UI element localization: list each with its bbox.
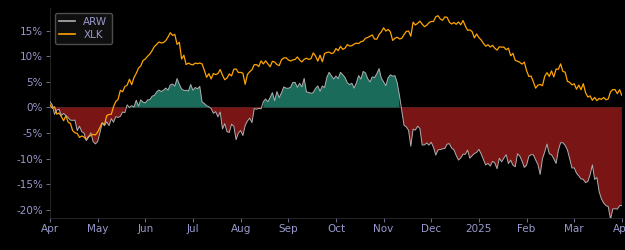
Legend: ARW, XLK: ARW, XLK bbox=[55, 13, 112, 44]
